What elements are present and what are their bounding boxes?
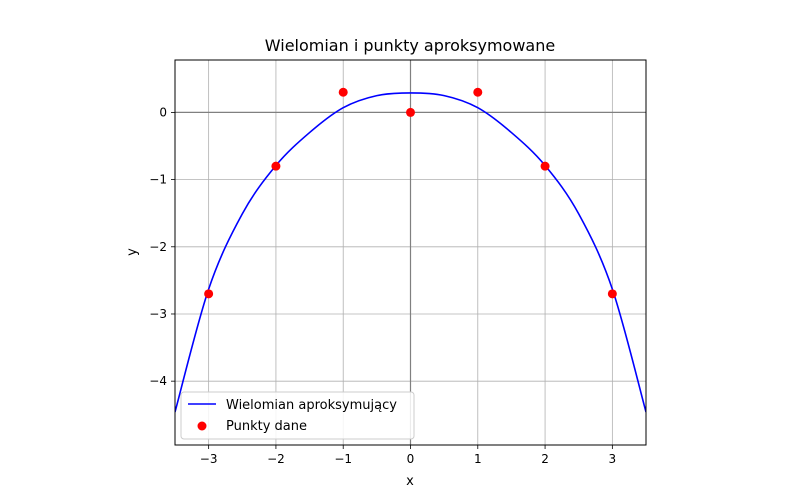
x-tick-label: −3 (200, 452, 218, 466)
y-axis-label: y (125, 248, 140, 256)
y-tick-label: −3 (149, 307, 167, 321)
x-tick-label: 2 (541, 452, 549, 466)
data-point (607, 289, 617, 299)
data-point (338, 87, 348, 97)
y-tick-label: −1 (149, 173, 167, 187)
x-tick-label: 3 (609, 452, 617, 466)
legend-entry: Punkty dane (226, 419, 307, 434)
data-point (473, 87, 483, 97)
data-point (204, 289, 214, 299)
x-tick-label: 1 (474, 452, 482, 466)
legend: Wielomian aproksymujący Punkty dane (180, 391, 415, 440)
legend-box (180, 391, 415, 440)
ticks: −3 −2 −1 0 1 2 3 −4 −3 −2 −1 0 (149, 105, 616, 466)
legend-marker-swatch (197, 421, 207, 431)
data-point (406, 107, 415, 117)
polynomial-curve (175, 92, 646, 413)
data-point (271, 161, 281, 171)
y-tick-label: 0 (159, 105, 167, 119)
plot-area (175, 87, 646, 413)
x-tick-label: −1 (334, 452, 352, 466)
x-tick-label: −2 (267, 452, 285, 466)
legend-entry: Wielomian aproksymujący (226, 398, 397, 413)
data-point (540, 161, 550, 171)
y-tick-label: −2 (149, 240, 167, 254)
x-tick-label: 0 (407, 452, 415, 466)
chart-title: Wielomian i punkty aproksymowane (265, 36, 555, 55)
y-tick-label: −4 (149, 374, 167, 388)
x-axis-label: x (406, 474, 414, 489)
